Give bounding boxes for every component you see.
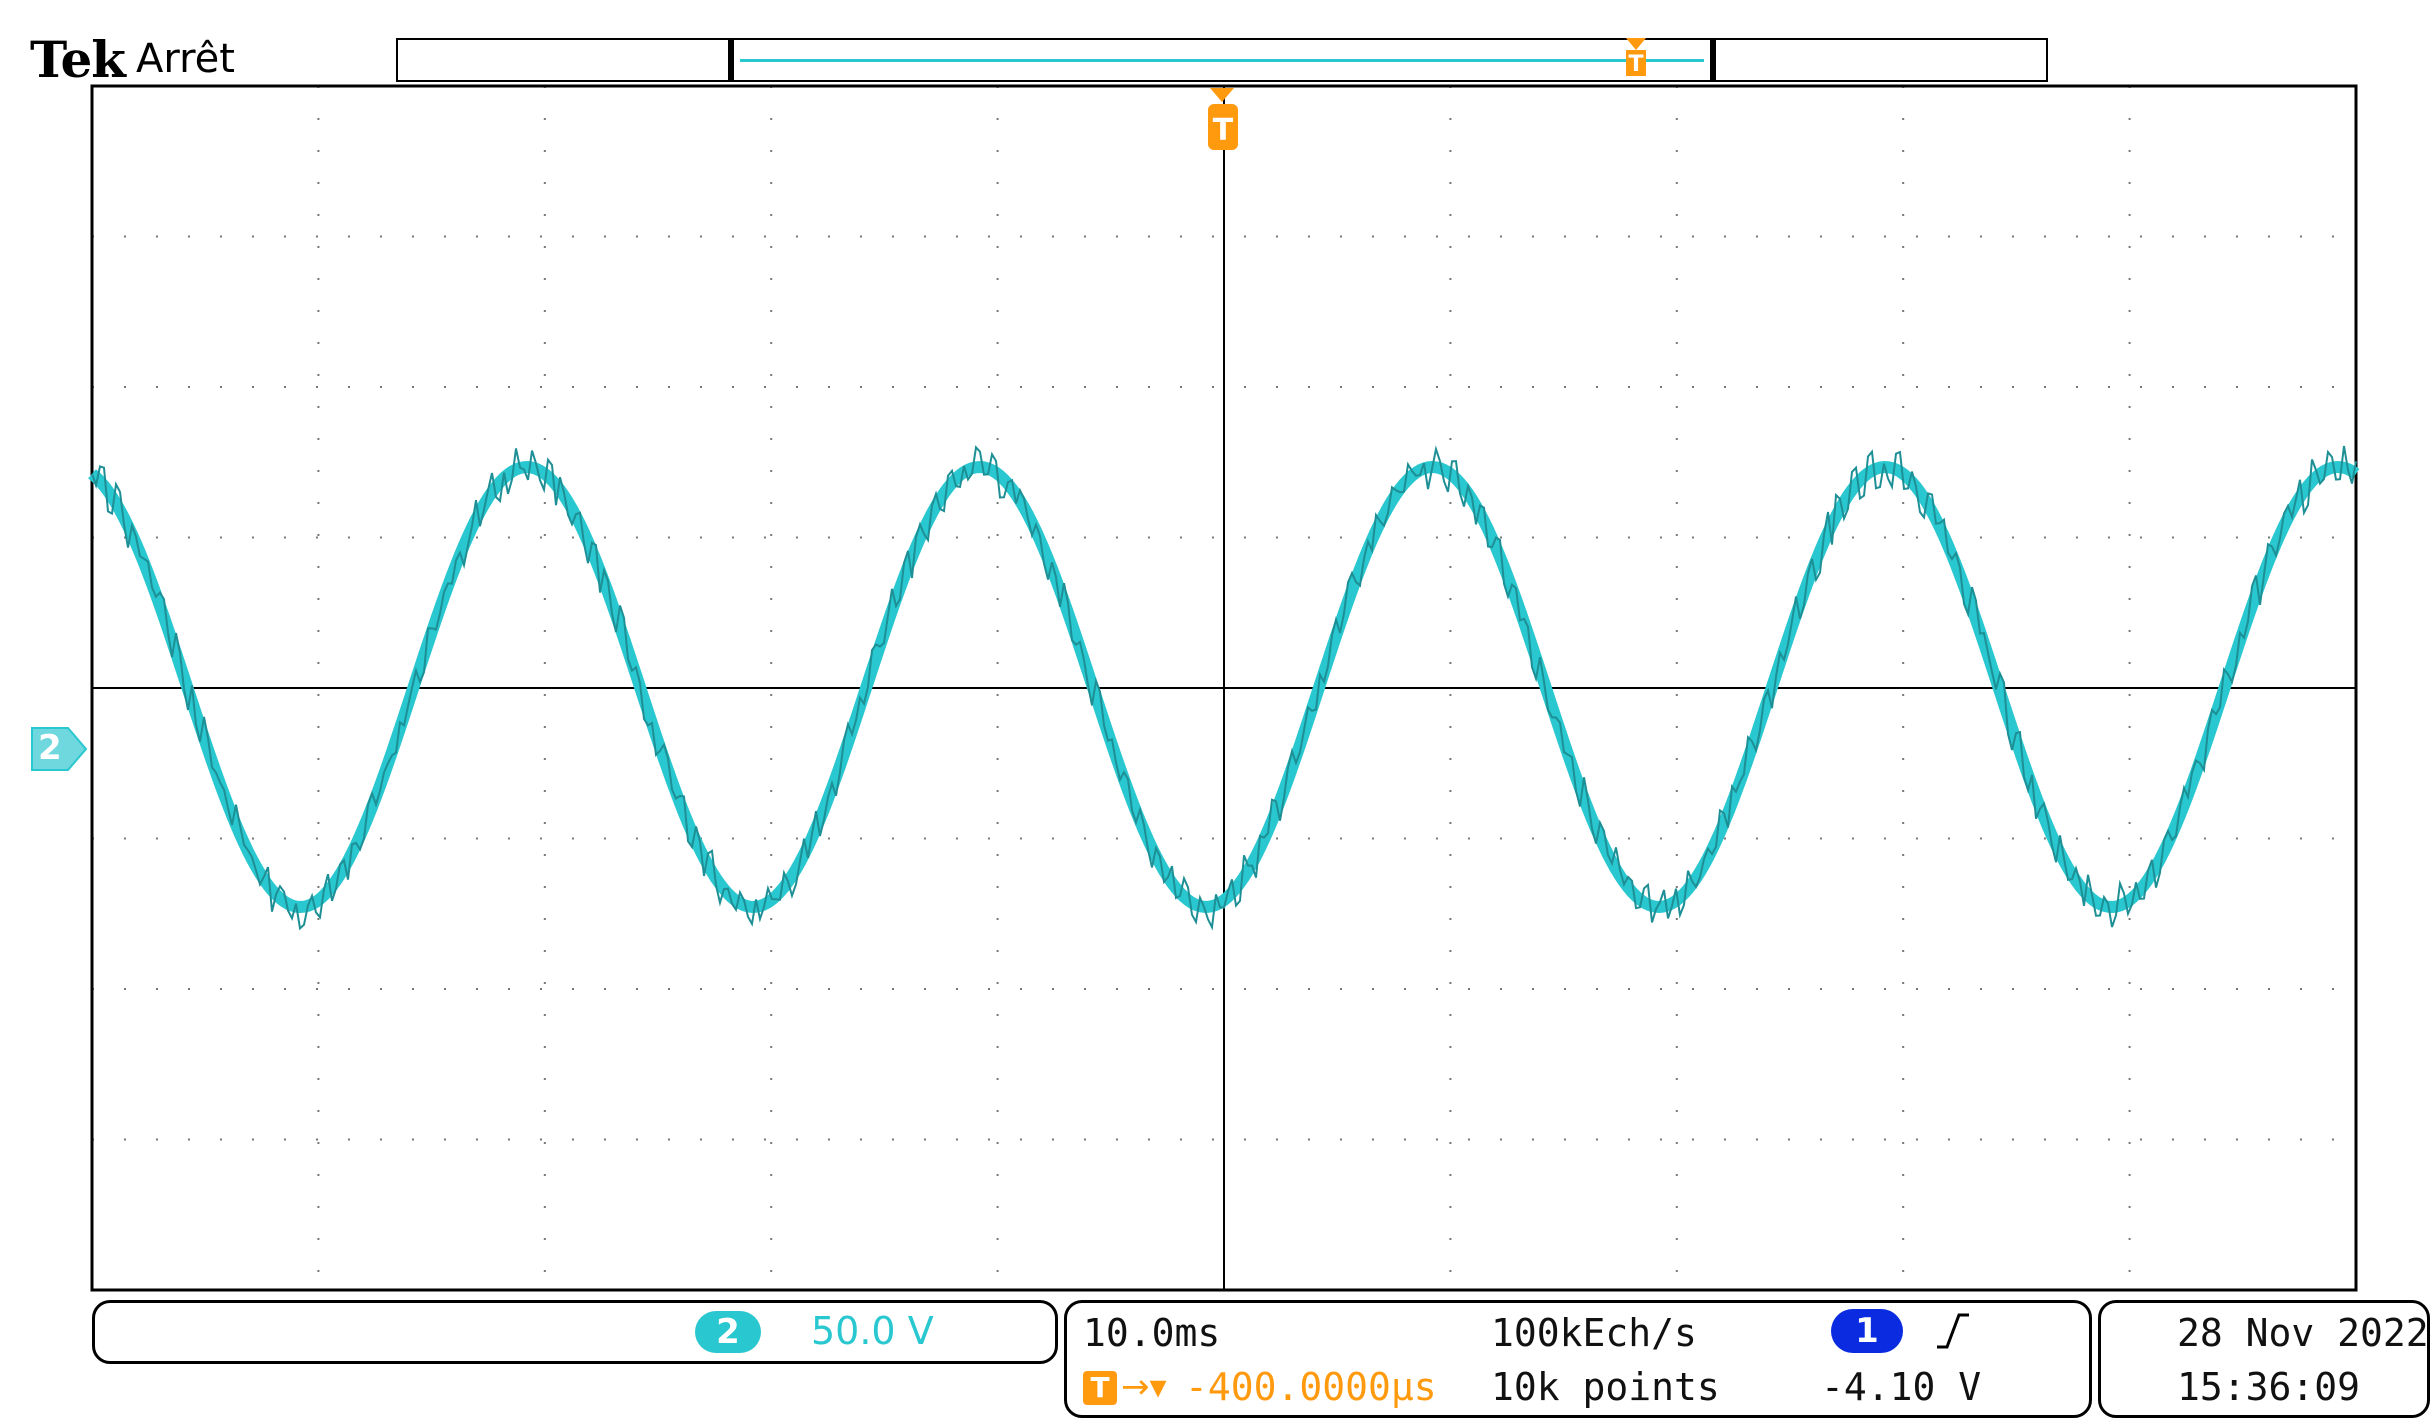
trigger-source-badge[interactable]: 1 bbox=[1831, 1309, 1903, 1353]
graticule-border bbox=[90, 84, 2358, 1292]
overview-trace bbox=[740, 59, 1704, 62]
date-readout: 28 Nov 2022 bbox=[2177, 1311, 2429, 1355]
overview-view-window[interactable] bbox=[728, 40, 1716, 80]
channel2-badge[interactable]: 2 bbox=[695, 1311, 761, 1353]
sample-rate: 100kEch/s bbox=[1491, 1311, 1697, 1355]
acquisition-status: Arrêt bbox=[136, 36, 235, 82]
timebase-readout-panel[interactable]: 10.0ms T →▾ -400.0000µs 100kEch/s 10k po… bbox=[1064, 1300, 2092, 1418]
channel-readout-panel[interactable]: 2 50.0 V bbox=[92, 1300, 1058, 1364]
tek-logo: Tek bbox=[30, 30, 126, 89]
trigger-position-icon: T bbox=[1083, 1371, 1117, 1405]
record-length: 10k points bbox=[1491, 1365, 1720, 1409]
trigger-marker-label: T bbox=[1213, 113, 1234, 148]
rising-edge-icon bbox=[1937, 1313, 1969, 1349]
record-overview-bar[interactable]: T bbox=[396, 38, 2048, 82]
trigger-level: -4.10 V bbox=[1821, 1365, 1982, 1409]
channel2-volts-per-div: 50.0 V bbox=[811, 1309, 934, 1353]
graticule-grid bbox=[92, 86, 2356, 1290]
datetime-panel: 28 Nov 2022 15:36:09 bbox=[2098, 1300, 2430, 1418]
trigger-marker-icon: T bbox=[1208, 88, 1238, 150]
trigger-offset-arrow-icon: →▾ bbox=[1121, 1367, 1167, 1407]
time-per-div: 10.0ms bbox=[1083, 1311, 1221, 1355]
overview-trigger-label: T bbox=[1628, 52, 1643, 77]
channel2-marker-label: 2 bbox=[38, 728, 62, 768]
overview-trigger-icon: T bbox=[1626, 38, 1646, 77]
channel2-marker-icon bbox=[31, 727, 88, 771]
trigger-position: -400.0000µs bbox=[1185, 1365, 1437, 1409]
time-readout: 15:36:09 bbox=[2177, 1365, 2361, 1409]
channel2-ground-marker[interactable]: 2 bbox=[28, 726, 90, 772]
oscilloscope-display[interactable]: T bbox=[0, 0, 2436, 1300]
channel2-waveform-noise bbox=[91, 445, 2357, 931]
